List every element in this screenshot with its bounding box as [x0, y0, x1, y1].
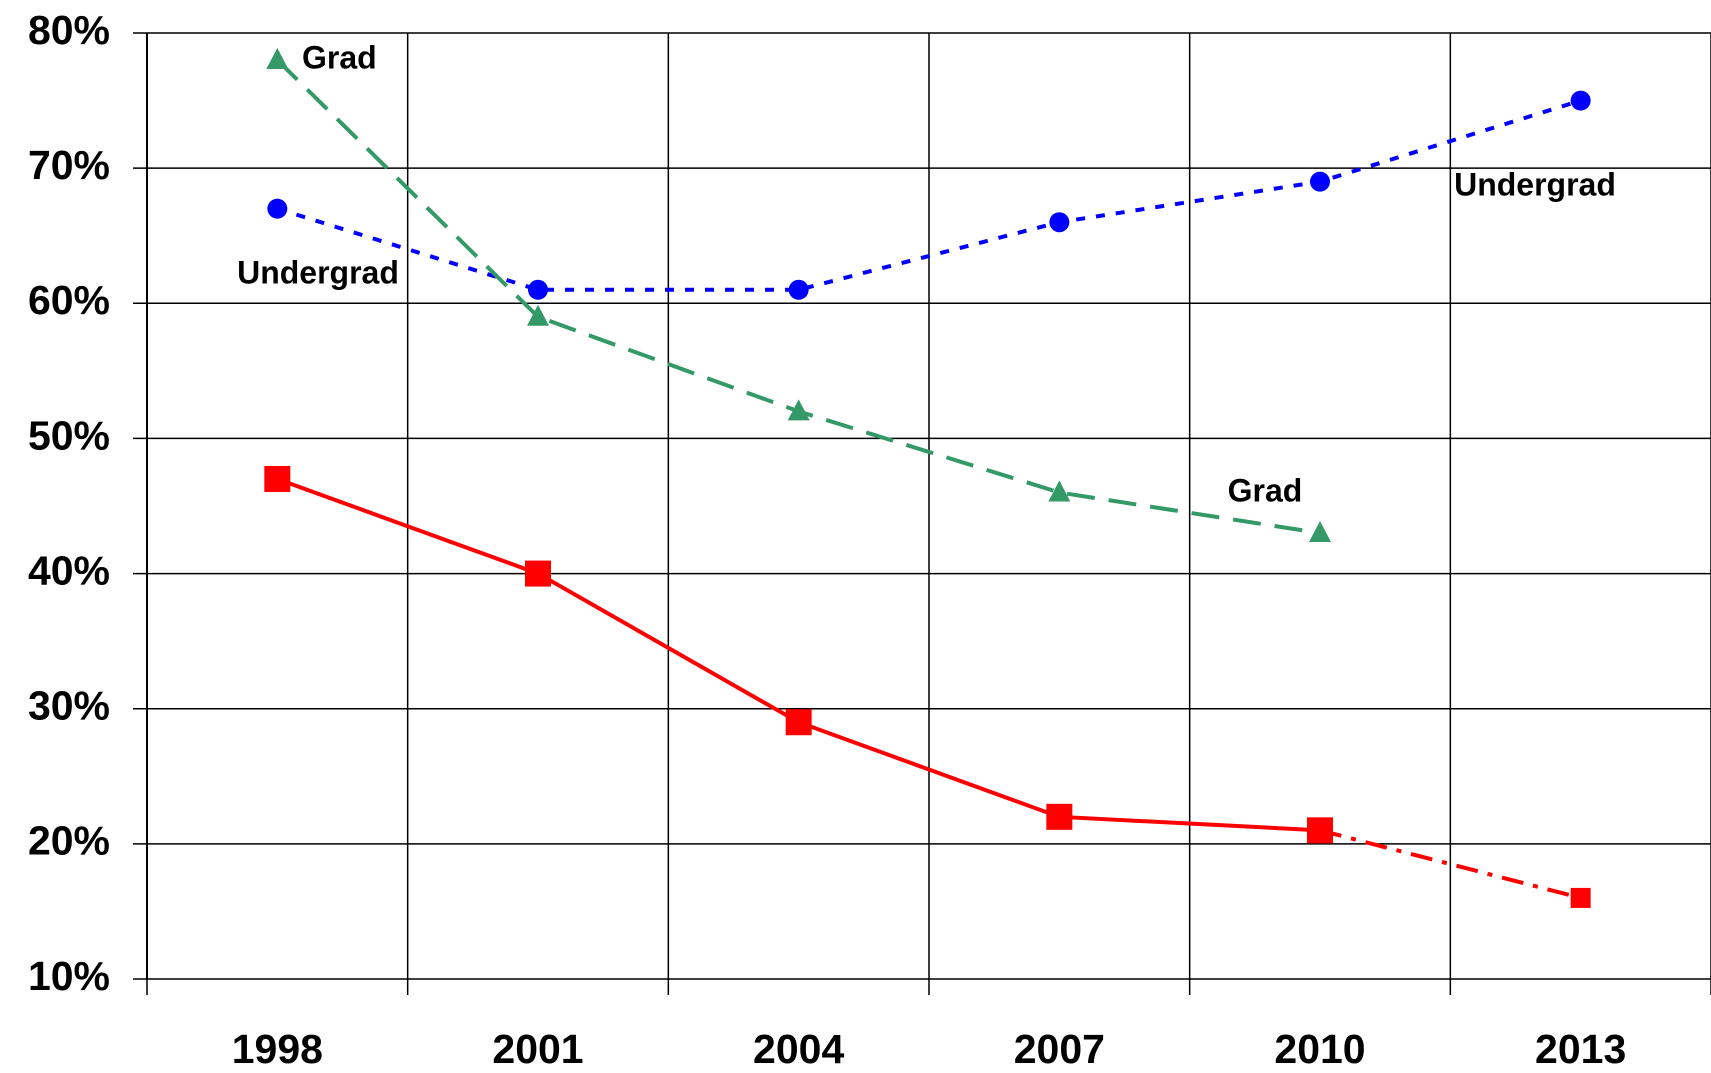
marker: [1570, 90, 1591, 111]
marker: [264, 465, 291, 492]
annotation: Undergrad: [1454, 166, 1616, 202]
marker: [267, 198, 288, 219]
x-tick-label: 2007: [1014, 1026, 1105, 1072]
marker: [266, 48, 289, 70]
y-tick-label: 20%: [28, 818, 110, 864]
x-tick-label: 2013: [1535, 1026, 1626, 1072]
marker: [785, 709, 812, 736]
marker: [1046, 803, 1073, 830]
marker: [525, 560, 551, 587]
marker: [1570, 887, 1591, 908]
marker: [527, 304, 549, 326]
marker: [1049, 212, 1070, 233]
x-tick-label: 2010: [1274, 1026, 1365, 1072]
annotation: Grad: [1228, 472, 1303, 508]
y-tick-label: 80%: [28, 7, 110, 53]
y-tick-label: 30%: [28, 683, 110, 729]
annotation: Grad: [302, 39, 377, 75]
y-tick-label: 40%: [28, 547, 110, 593]
y-tick-label: 10%: [28, 953, 110, 999]
y-tick-label: 60%: [28, 277, 110, 323]
x-tick-label: 2004: [753, 1026, 844, 1072]
marker: [1310, 171, 1330, 192]
marker: [787, 399, 810, 421]
annotation: Undergrad: [237, 254, 399, 290]
x-tick-label: 2001: [492, 1026, 583, 1072]
marker: [1309, 521, 1331, 543]
projection-line: [1319, 828, 1582, 900]
marker: [1307, 817, 1333, 844]
y-tick-label: 50%: [28, 412, 110, 458]
marker: [528, 279, 548, 300]
marker: [788, 279, 809, 300]
series-line: [276, 477, 1321, 833]
y-tick-label: 70%: [28, 142, 110, 188]
x-tick-label: 1998: [232, 1026, 323, 1072]
marker: [1048, 480, 1071, 502]
